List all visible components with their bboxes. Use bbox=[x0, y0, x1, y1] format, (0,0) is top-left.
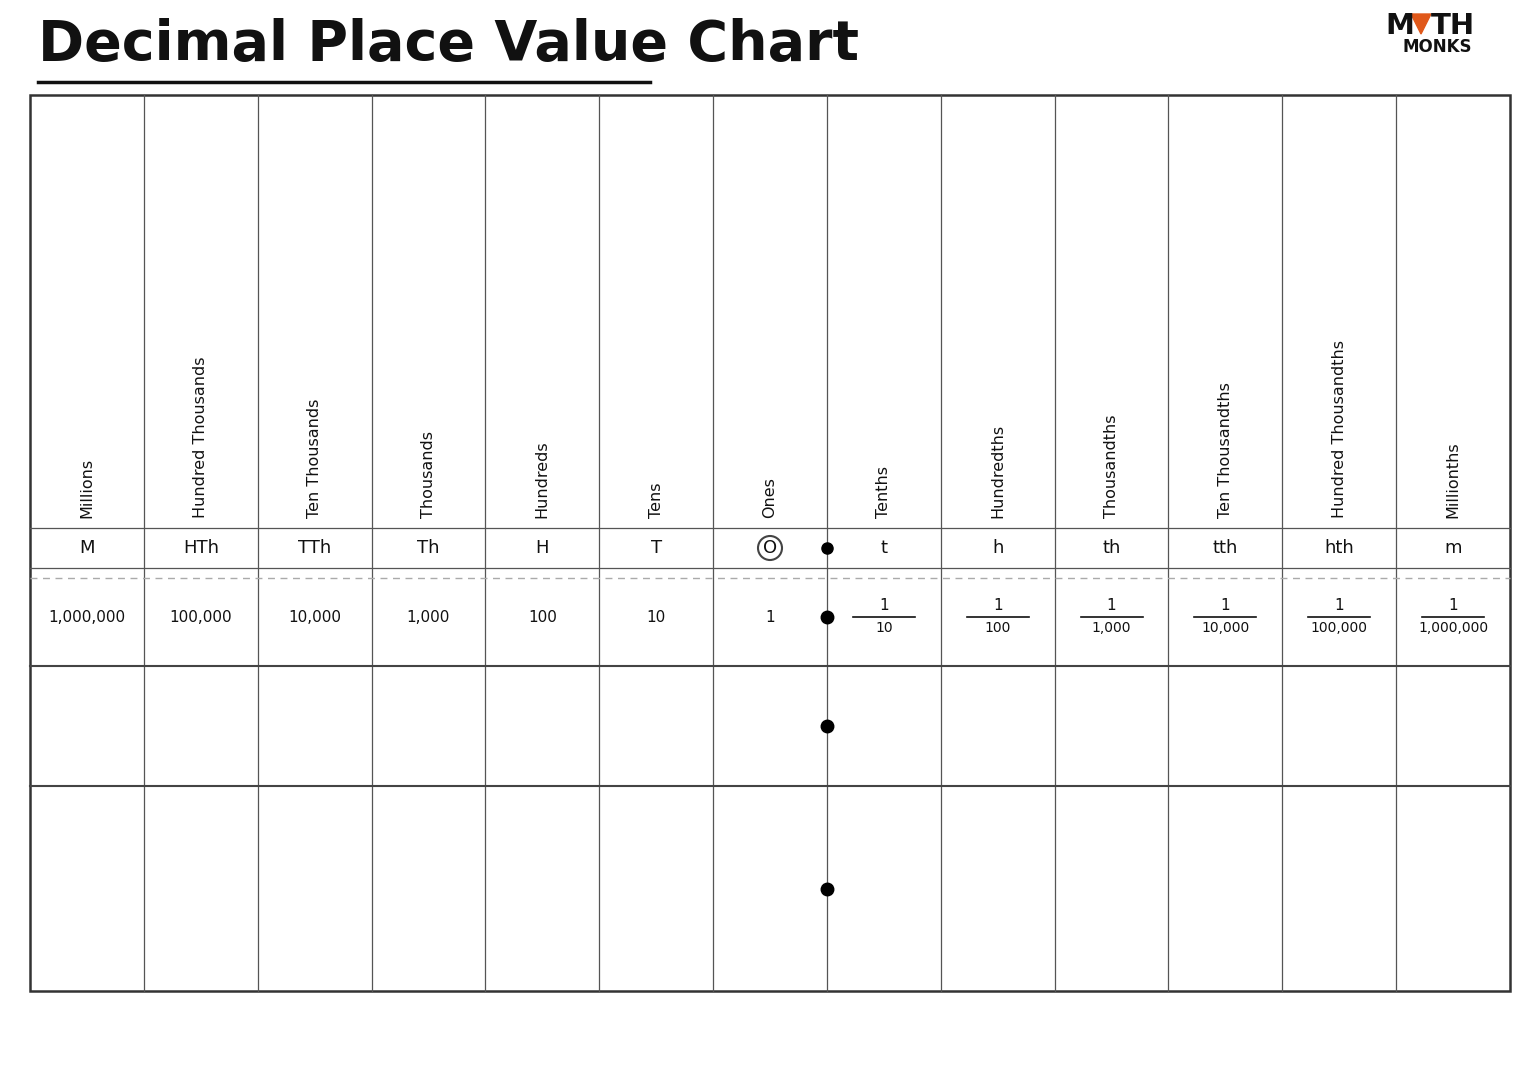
Text: t: t bbox=[880, 539, 888, 557]
Text: th: th bbox=[1103, 539, 1121, 557]
Text: O: O bbox=[763, 539, 777, 557]
Text: Ten Thousandths: Ten Thousandths bbox=[1218, 382, 1233, 518]
Text: 1,000,000: 1,000,000 bbox=[1418, 621, 1488, 635]
Text: 100: 100 bbox=[528, 609, 556, 624]
Text: HTh: HTh bbox=[183, 539, 218, 557]
Text: Decimal Place Value Chart: Decimal Place Value Chart bbox=[38, 18, 859, 72]
Text: Thousands: Thousands bbox=[421, 431, 436, 518]
Text: M: M bbox=[1385, 12, 1415, 40]
Text: 1: 1 bbox=[879, 598, 889, 613]
Text: T: T bbox=[651, 539, 662, 557]
Text: 1,000: 1,000 bbox=[407, 609, 450, 624]
Text: 10: 10 bbox=[876, 621, 892, 635]
Text: Hundred Thousands: Hundred Thousands bbox=[194, 356, 209, 518]
Text: tth: tth bbox=[1213, 539, 1238, 557]
Text: Millionths: Millionths bbox=[1445, 441, 1461, 518]
Text: hth: hth bbox=[1324, 539, 1355, 557]
Text: 1: 1 bbox=[1221, 598, 1230, 613]
Text: 100: 100 bbox=[985, 621, 1011, 635]
Text: h: h bbox=[992, 539, 1003, 557]
Text: Ones: Ones bbox=[762, 477, 777, 518]
Text: 100,000: 100,000 bbox=[1310, 621, 1367, 635]
Text: M: M bbox=[80, 539, 95, 557]
Text: Th: Th bbox=[418, 539, 439, 557]
Text: m: m bbox=[1444, 539, 1462, 557]
Text: 1: 1 bbox=[765, 609, 774, 624]
Text: 10,000: 10,000 bbox=[289, 609, 341, 624]
Text: MONKS: MONKS bbox=[1402, 38, 1473, 56]
Text: H: H bbox=[536, 539, 548, 557]
Text: 1,000: 1,000 bbox=[1092, 621, 1132, 635]
Text: Hundred Thousandths: Hundred Thousandths bbox=[1332, 340, 1347, 518]
Text: TTh: TTh bbox=[298, 539, 332, 557]
Text: Millions: Millions bbox=[80, 458, 94, 518]
Text: 1,000,000: 1,000,000 bbox=[48, 609, 126, 624]
Text: Tenths: Tenths bbox=[877, 466, 891, 518]
Text: Hundreds: Hundreds bbox=[535, 441, 550, 518]
Bar bbox=[31, 94, 1510, 992]
Text: 1: 1 bbox=[1107, 598, 1117, 613]
Text: 10: 10 bbox=[647, 609, 665, 624]
Text: Ten Thousands: Ten Thousands bbox=[307, 399, 323, 518]
Text: Thousandths: Thousandths bbox=[1104, 415, 1120, 518]
Text: 1: 1 bbox=[992, 598, 1003, 613]
Text: 10,000: 10,000 bbox=[1201, 621, 1249, 635]
Text: 100,000: 100,000 bbox=[169, 609, 232, 624]
Text: 1: 1 bbox=[1335, 598, 1344, 613]
Text: 1: 1 bbox=[1448, 598, 1458, 613]
Text: Hundredths: Hundredths bbox=[991, 424, 1005, 518]
Text: Tens: Tens bbox=[648, 482, 664, 518]
Text: TH: TH bbox=[1432, 12, 1475, 40]
Polygon shape bbox=[1412, 14, 1432, 34]
